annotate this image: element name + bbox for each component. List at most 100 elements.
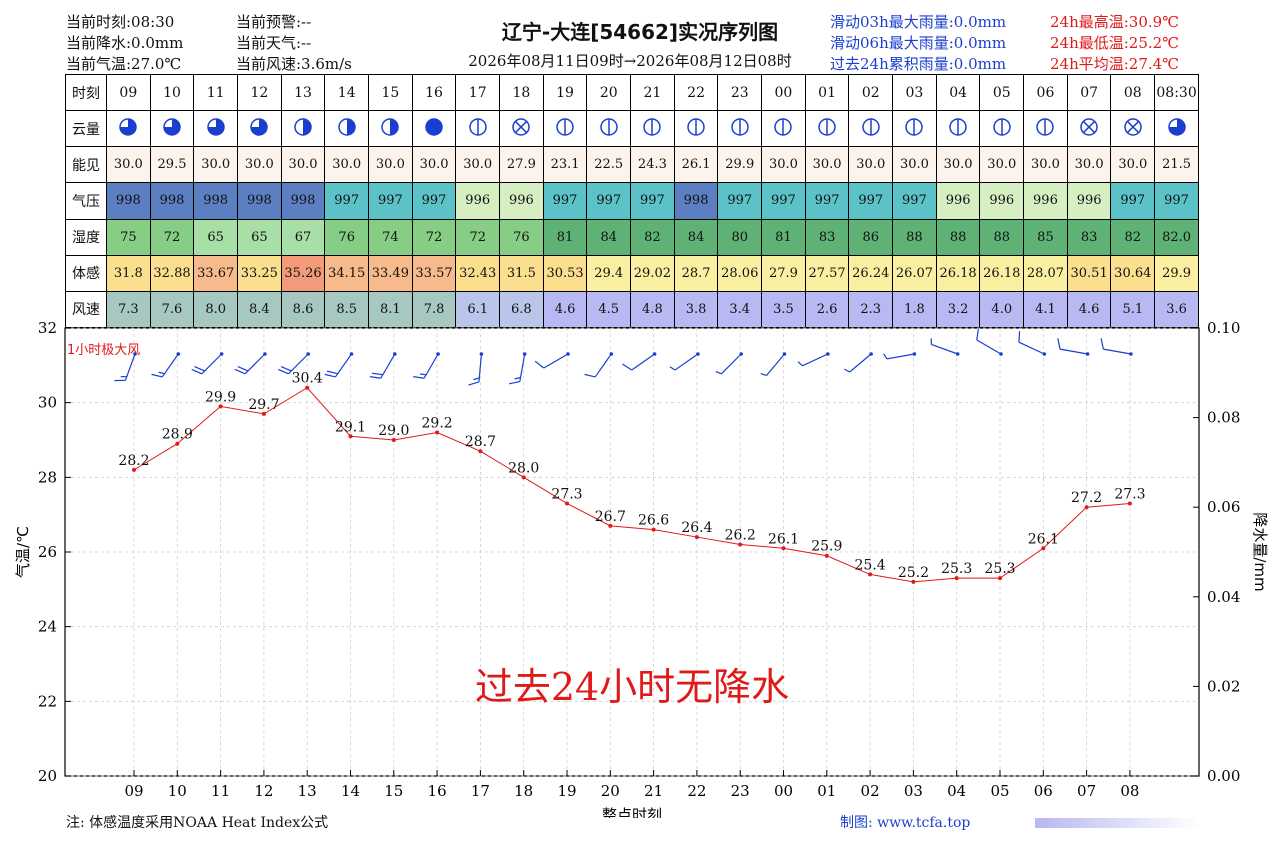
cloud-cell xyxy=(1110,110,1156,148)
x-tick-label: 11 xyxy=(211,782,230,800)
visibility-cell: 30.0 xyxy=(237,146,282,184)
cloud-cover-icon xyxy=(381,117,400,136)
wind-cell: 4.1 xyxy=(1023,290,1068,329)
wind-barb xyxy=(508,352,527,385)
temp-point xyxy=(694,535,699,540)
y2-tick-label: 0.06 xyxy=(1207,498,1240,516)
y2-tick-label: 0.02 xyxy=(1207,677,1240,695)
feel-cell: 30.51 xyxy=(1066,254,1112,292)
temp-data-label: 26.2 xyxy=(725,528,756,544)
y-axis-label: 气温/℃ xyxy=(14,526,32,578)
wind-cell: 2.3 xyxy=(848,290,894,329)
y-tick-label: 22 xyxy=(38,692,57,710)
x-tick-label: 10 xyxy=(168,782,187,800)
temp-point xyxy=(435,430,440,435)
humidity-cell: 67 xyxy=(280,218,326,256)
feel-cell: 28.06 xyxy=(717,254,763,292)
temp-data-label: 26.1 xyxy=(768,531,799,547)
visibility-cell: 29.9 xyxy=(717,146,763,184)
cloud-cell xyxy=(1023,110,1068,148)
row-pressure: 气压 998 998 998 998 998 997 997 997 996 996 997 997 99… xyxy=(65,182,1199,220)
pressure-cell: 998 xyxy=(149,182,195,220)
wind-barb xyxy=(797,352,830,367)
feel-cell: 33.49 xyxy=(368,254,413,292)
wind-barb xyxy=(715,352,743,375)
feel-cell: 28.7 xyxy=(673,254,719,292)
feel-cell: 30.53 xyxy=(542,254,588,292)
humidity-cell: 72 xyxy=(149,218,195,256)
wind-barb xyxy=(151,352,181,378)
hour-cell: 05 xyxy=(979,73,1025,112)
x-tick-label: 03 xyxy=(904,782,923,800)
cloud-cell xyxy=(193,110,239,148)
cloud-cover-icon xyxy=(556,117,574,136)
visibility-cell: 22.5 xyxy=(586,146,632,184)
cloud-cell xyxy=(106,110,151,148)
cloud-cover-icon xyxy=(206,117,225,136)
temp-avg: 24h平均温:27.4℃ xyxy=(1050,55,1179,73)
row-cloud: 云量 xyxy=(65,110,1199,148)
temperature-line xyxy=(133,387,1130,583)
row-visibility: 能见 30.0 29.5 30.0 30.0 30.0 30.0 30.0 30.0 30.0 27… xyxy=(65,146,1199,184)
temp-data-label: 29.9 xyxy=(205,389,236,405)
current-warning: 当前预警:-- xyxy=(236,13,312,31)
feel-cell: 29.9 xyxy=(1154,254,1199,292)
feel-cell: 30.64 xyxy=(1110,254,1156,292)
humidity-cell: 65 xyxy=(237,218,282,256)
wind-cell: 3.8 xyxy=(673,290,719,329)
x-tick-label: 22 xyxy=(687,782,706,800)
cloud-cover-icon xyxy=(818,117,836,136)
cloud-cell xyxy=(368,110,413,148)
temp-data-label: 26.7 xyxy=(595,509,626,525)
cloud-cell xyxy=(848,110,894,148)
wind-cell: 8.1 xyxy=(368,290,413,329)
wind-cell: 6.8 xyxy=(499,290,544,329)
feel-cell: 31.8 xyxy=(106,254,151,292)
visibility-cell: 30.0 xyxy=(1023,146,1068,184)
y2-tick-label: 0.04 xyxy=(1207,588,1240,606)
pressure-cell: 997 xyxy=(1110,182,1156,220)
footer-credit[interactable]: 制图: www.tcfa.top xyxy=(840,815,971,831)
current-precip: 当前降水:0.0mm xyxy=(66,34,184,52)
humidity-cell: 88 xyxy=(979,218,1025,256)
temp-point xyxy=(824,553,829,558)
temp-max: 24h最高温:30.9℃ xyxy=(1050,13,1179,31)
y-tick-label: 28 xyxy=(38,468,57,486)
hour-cell: 18 xyxy=(499,73,544,112)
pressure-cell: 996 xyxy=(935,182,981,220)
hour-cell: 08:30 xyxy=(1154,73,1199,112)
hourly-table: 时刻 09 10 11 12 13 14 15 16 17 18 19 20 21 22 23 00 01 02 03… xyxy=(65,73,1199,329)
wind-cell: 4.6 xyxy=(1066,290,1112,329)
temp-min: 24h最低温:25.2℃ xyxy=(1050,34,1179,52)
temp-point xyxy=(868,572,873,577)
cloud-cell xyxy=(586,110,632,148)
footer-bar xyxy=(1035,818,1200,828)
wind-barb xyxy=(883,352,917,360)
visibility-cell: 30.0 xyxy=(280,146,326,184)
current-temp: 当前气温:27.0℃ xyxy=(66,55,182,73)
feel-cell: 34.15 xyxy=(324,254,370,292)
wind-cell: 8.0 xyxy=(193,290,239,329)
feel-cell: 26.07 xyxy=(892,254,937,292)
feel-cell: 29.4 xyxy=(586,254,632,292)
cloud-cell xyxy=(892,110,937,148)
label-feel: 体感 xyxy=(65,254,107,292)
pressure-cell: 998 xyxy=(280,182,326,220)
temp-point xyxy=(954,576,959,581)
temp-point xyxy=(565,501,569,506)
hour-cell: 08 xyxy=(1110,73,1156,112)
cloud-cover-icon xyxy=(949,117,967,136)
feel-cell: 28.07 xyxy=(1023,254,1068,292)
visibility-cell: 30.0 xyxy=(848,146,894,184)
humidity-cell: 75 xyxy=(106,218,151,256)
temp-point xyxy=(651,527,656,532)
cloud-cover-icon xyxy=(993,117,1011,136)
feel-cell: 32.88 xyxy=(149,254,195,292)
feel-cell: 32.43 xyxy=(455,254,501,292)
temp-data-label: 27.3 xyxy=(551,486,582,502)
wind-cell: 4.5 xyxy=(586,290,632,329)
cloud-obscured-icon xyxy=(512,117,531,136)
wind-barb xyxy=(413,352,440,379)
hour-cell: 21 xyxy=(630,73,675,112)
y2-tick-label: 0.00 xyxy=(1207,767,1240,785)
